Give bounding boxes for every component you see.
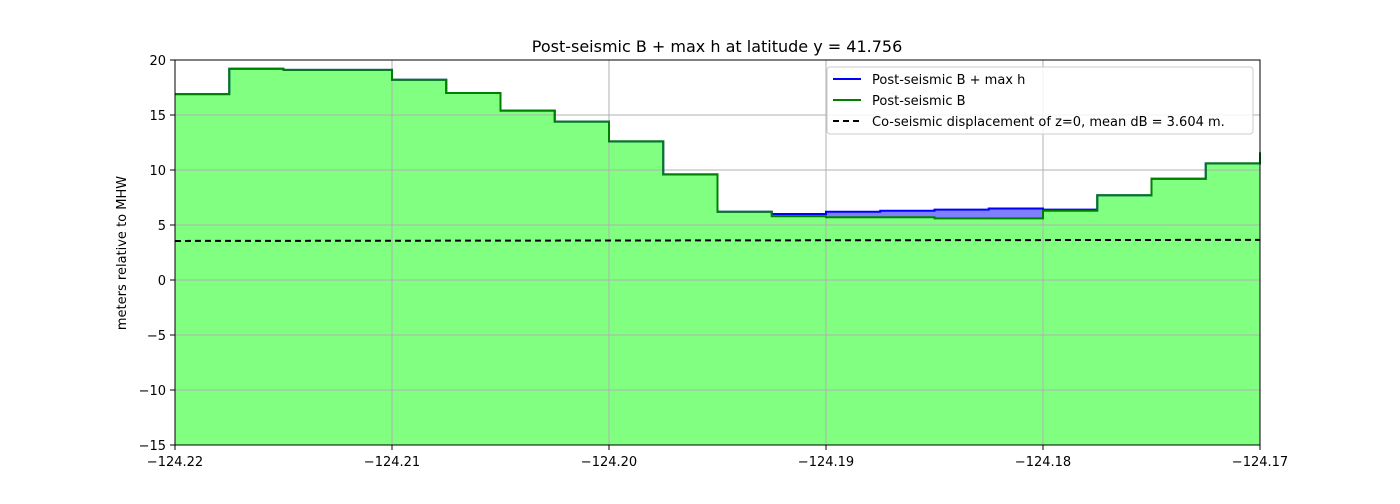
x-tick-label: −124.20 [581, 455, 637, 470]
area-layer [175, 68, 1260, 446]
legend-label: Post-seismic B [872, 94, 966, 109]
x-tick-label: −124.22 [147, 455, 203, 470]
y-tick-label: 20 [149, 54, 166, 69]
plot-frame [174, 59, 1261, 446]
chart-title: Post-seismic B + max h at latitude y = 4… [532, 37, 903, 56]
line-coseismic-displacement [174, 238, 1261, 242]
y-axis-label: meters relative to MHW [115, 176, 130, 330]
y-tick-label: −15 [139, 439, 166, 454]
x-tick-label: −124.21 [364, 455, 420, 470]
fill-post-seismic-b [175, 68, 1260, 446]
legend-box [826, 66, 1254, 135]
y-tick-label: 15 [149, 109, 166, 124]
tick-layer: −124.22 −124.21 −124.20 −124.19 −124.18 −124.… [139, 54, 1289, 470]
y-tick-label: 10 [149, 164, 166, 179]
x-tick-label: −124.17 [1232, 455, 1288, 470]
line-post-seismic-b [175, 67, 1261, 220]
legend: Post-seismic B + max h Post-seismic B Co-s… [826, 66, 1254, 135]
legend-label: Co-seismic displacement of z=0, mean dB … [872, 115, 1225, 130]
line-layer [174, 67, 1261, 242]
y-tick-label: −10 [139, 384, 166, 399]
x-tick-label: −124.19 [798, 455, 854, 470]
x-tick-label: −124.18 [1015, 455, 1071, 470]
y-tick-label: −5 [147, 329, 166, 344]
y-tick-label: 0 [158, 274, 166, 289]
y-tick-label: 5 [158, 219, 166, 234]
legend-label: Post-seismic B + max h [872, 73, 1025, 88]
